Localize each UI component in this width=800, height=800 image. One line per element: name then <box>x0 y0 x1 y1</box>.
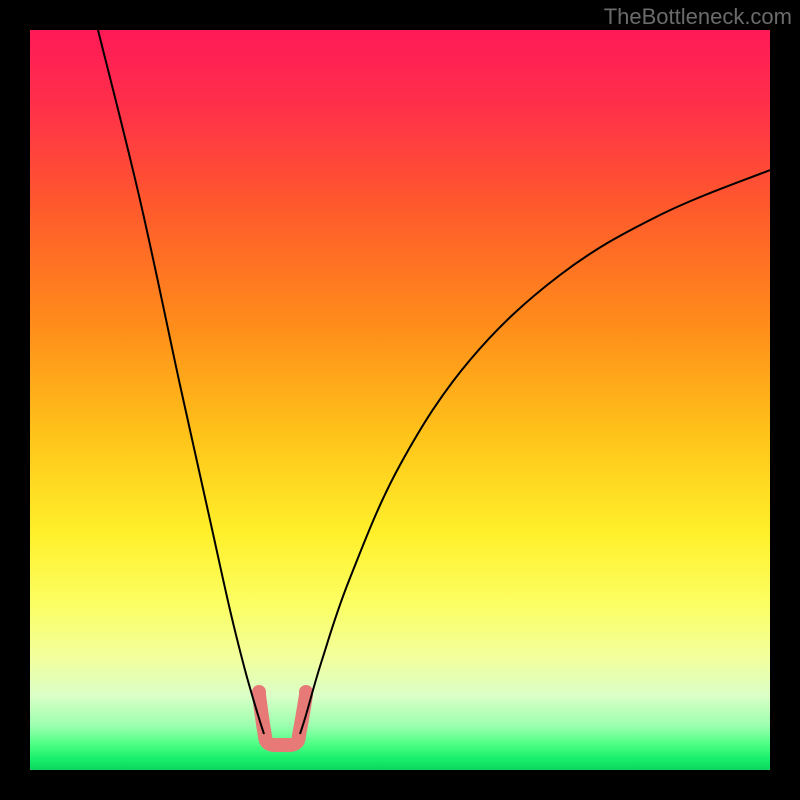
v-curve-left-branch <box>98 30 264 734</box>
plot-area <box>30 30 770 770</box>
curve-layer <box>30 30 770 770</box>
chart-container: TheBottleneck.com <box>0 0 800 800</box>
marker-dot-left <box>252 685 266 699</box>
bottom-u-marker <box>259 695 306 745</box>
watermark-text: TheBottleneck.com <box>604 4 792 30</box>
v-curve-right-branch <box>300 170 770 734</box>
